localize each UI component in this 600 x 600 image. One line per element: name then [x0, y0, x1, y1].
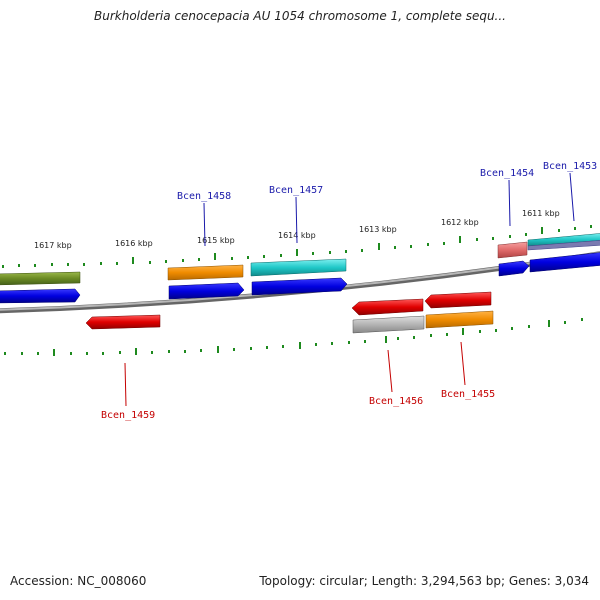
gene-bcen-1456-grey[interactable]: [352, 315, 425, 334]
cds-bcen-1453[interactable]: [529, 252, 600, 273]
reverse-ruler: [4, 318, 583, 356]
cds-bcen-1457[interactable]: [251, 277, 348, 296]
cds-bcen-1454[interactable]: [498, 260, 530, 277]
cds-bcen-1458[interactable]: [168, 282, 245, 300]
gene-bcen-1454[interactable]: [497, 241, 528, 259]
label-bcen-1456[interactable]: Bcen_1456: [369, 396, 423, 407]
tick-label-1612: 1612 kbp: [441, 218, 479, 227]
gene-bcen-1457[interactable]: [250, 258, 347, 277]
label-bcen-1459[interactable]: Bcen_1459: [101, 410, 155, 421]
gene-bcen-1455[interactable]: [424, 291, 492, 309]
forward-ruler: [2, 225, 592, 268]
gene-bcen-1458[interactable]: [167, 264, 244, 281]
gene-olive-left[interactable]: [0, 271, 81, 286]
tick-label-1616: 1616 kbp: [115, 239, 153, 248]
tick-label-1615: 1615 kbp: [197, 236, 235, 245]
gene-bcen-1456[interactable]: [351, 298, 424, 316]
map-title: Burkholderia cenocepacia AU 1054 chromos…: [94, 9, 506, 23]
gene-bcen-1453[interactable]: [527, 233, 600, 247]
label-bcen-1457[interactable]: Bcen_1457: [269, 185, 323, 196]
gene-bcen-1459[interactable]: [85, 314, 161, 330]
label-bcen-1454[interactable]: Bcen_1454: [480, 168, 534, 179]
tick-label-1613: 1613 kbp: [359, 225, 397, 234]
label-bcen-1453[interactable]: Bcen_1453: [543, 161, 597, 172]
accession-text: Accession: NC_008060: [10, 574, 147, 588]
tick-label-1617: 1617 kbp: [34, 241, 72, 250]
reverse-features: [85, 291, 494, 334]
gene-bcen-1453-overlay: [527, 240, 600, 251]
label-bcen-1458[interactable]: Bcen_1458: [177, 191, 231, 202]
label-leaders: [124, 172, 575, 407]
gene-bcen-1455-orange[interactable]: [425, 310, 494, 329]
forward-features: [0, 233, 600, 304]
genome-summary-text: Topology: circular; Length: 3,294,563 bp…: [259, 574, 589, 588]
cds-blue-left[interactable]: [0, 288, 81, 304]
label-bcen-1455[interactable]: Bcen_1455: [441, 389, 495, 400]
tick-label-1611: 1611 kbp: [522, 209, 560, 218]
